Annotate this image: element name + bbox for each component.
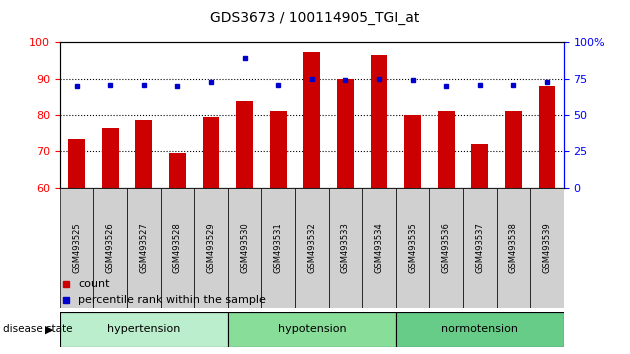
Bar <box>68 139 85 188</box>
Text: count: count <box>78 279 110 289</box>
Bar <box>161 188 194 308</box>
Text: GSM493532: GSM493532 <box>307 222 316 273</box>
Text: GSM493530: GSM493530 <box>240 222 249 273</box>
Text: GSM493531: GSM493531 <box>274 222 283 273</box>
Bar <box>329 188 362 308</box>
Bar <box>463 188 496 308</box>
Text: ▶: ▶ <box>45 324 54 334</box>
Text: GSM493533: GSM493533 <box>341 222 350 273</box>
Bar <box>539 86 556 188</box>
Bar <box>194 188 228 308</box>
Text: GSM493537: GSM493537 <box>476 222 484 273</box>
Text: GSM493527: GSM493527 <box>139 222 148 273</box>
Text: hypertension: hypertension <box>107 324 181 334</box>
Bar <box>505 112 522 188</box>
Bar <box>496 188 530 308</box>
Bar <box>261 188 295 308</box>
Bar <box>295 188 329 308</box>
Bar <box>60 312 228 347</box>
Bar <box>60 188 93 308</box>
Text: normotension: normotension <box>442 324 518 334</box>
Bar <box>270 112 287 188</box>
Text: GSM493539: GSM493539 <box>542 222 551 273</box>
Text: GSM493536: GSM493536 <box>442 222 450 273</box>
Bar <box>438 112 455 188</box>
Bar <box>370 55 387 188</box>
Bar <box>396 312 564 347</box>
Bar <box>135 120 152 188</box>
Bar <box>127 188 161 308</box>
Bar <box>471 144 488 188</box>
Text: GSM493525: GSM493525 <box>72 222 81 273</box>
Text: GSM493535: GSM493535 <box>408 222 417 273</box>
Bar <box>362 188 396 308</box>
Text: GDS3673 / 100114905_TGI_at: GDS3673 / 100114905_TGI_at <box>210 11 420 25</box>
Bar <box>203 117 219 188</box>
Bar <box>93 188 127 308</box>
Bar <box>530 188 564 308</box>
Bar <box>404 115 421 188</box>
Text: GSM493526: GSM493526 <box>106 222 115 273</box>
Bar <box>396 188 430 308</box>
Text: GSM493528: GSM493528 <box>173 222 182 273</box>
Text: hypotension: hypotension <box>278 324 346 334</box>
Bar <box>228 312 396 347</box>
Bar <box>236 101 253 188</box>
Bar <box>169 153 186 188</box>
Text: GSM493529: GSM493529 <box>207 222 215 273</box>
Bar <box>430 188 463 308</box>
Text: percentile rank within the sample: percentile rank within the sample <box>78 295 266 305</box>
Text: disease state: disease state <box>3 324 72 334</box>
Text: GSM493534: GSM493534 <box>375 222 384 273</box>
Bar <box>228 188 261 308</box>
Bar <box>102 128 118 188</box>
Bar <box>304 52 320 188</box>
Text: GSM493538: GSM493538 <box>509 222 518 273</box>
Bar <box>337 79 354 188</box>
